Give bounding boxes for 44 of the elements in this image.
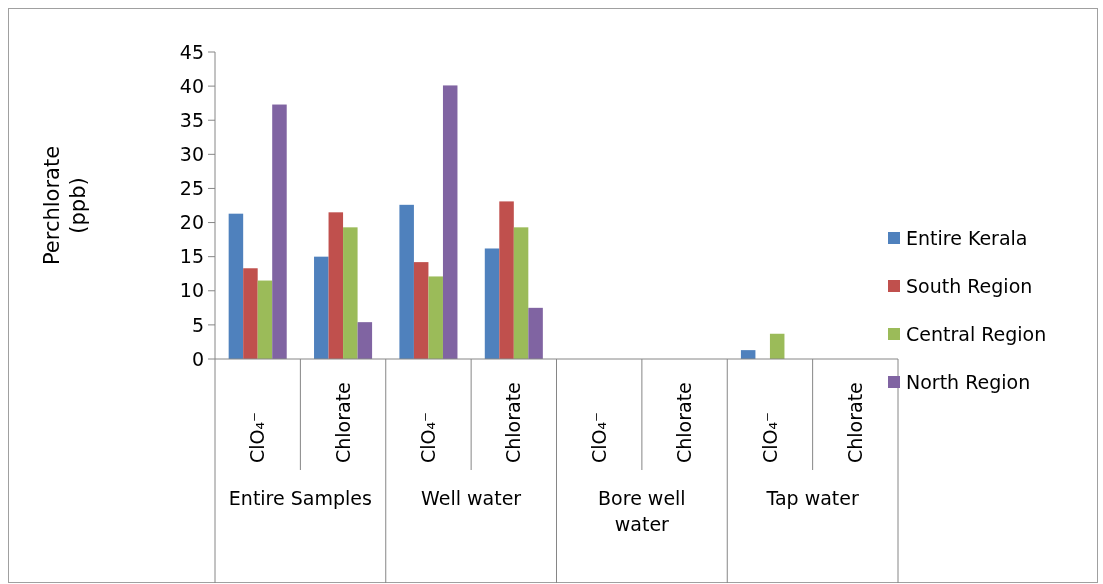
bar — [428, 276, 443, 359]
bar — [769, 333, 785, 359]
bar — [357, 322, 373, 359]
y-tick-label: 20 — [179, 211, 204, 234]
y-tick-label: 0 — [191, 347, 204, 370]
bar — [413, 262, 429, 359]
legend-label: Central Region — [906, 322, 1047, 345]
text: Entire Samples — [228, 487, 372, 510]
bar — [228, 213, 244, 359]
legend-label: North Region — [906, 370, 1031, 393]
bar — [499, 201, 514, 359]
bar — [484, 248, 500, 359]
y-tick-label: 15 — [179, 245, 204, 268]
text: Well water — [421, 487, 522, 510]
y-tick-label: 35 — [179, 108, 204, 131]
x-tick-label: Chlorate — [502, 382, 525, 463]
y-tick-label: 45 — [179, 40, 204, 63]
bar — [272, 104, 287, 359]
bar — [442, 85, 458, 359]
x-tick-label: Chlorate — [673, 382, 696, 463]
bar — [513, 227, 529, 359]
y-axis-title: Perchlorate (ppb) — [39, 145, 91, 266]
x-tick-label: Chlorate — [331, 382, 354, 463]
bar — [328, 212, 344, 359]
bar — [314, 256, 329, 359]
x-tick-label: ClO₄⁻ — [246, 411, 269, 463]
text: Tap water — [765, 487, 859, 510]
legend-label: Entire Kerala — [906, 226, 1028, 249]
bar — [399, 204, 414, 359]
y-tick-label: 25 — [179, 177, 204, 200]
x-tick-label: ClO₄⁻ — [758, 411, 781, 463]
bar — [257, 280, 273, 359]
bar — [528, 307, 543, 359]
bar — [343, 227, 358, 359]
y-tick-label: 5 — [191, 313, 204, 336]
x-tick-label: ClO₄⁻ — [587, 411, 610, 463]
y-tick-label: 10 — [179, 279, 204, 302]
y-tick-label: 40 — [179, 74, 204, 97]
x-tick-label: ClO₄⁻ — [417, 411, 440, 463]
legend-label: South Region — [906, 274, 1033, 297]
y-tick-label: 30 — [179, 142, 204, 165]
x-tick-label: Chlorate — [843, 382, 866, 463]
text: Bore well water — [598, 487, 686, 535]
bar — [243, 268, 258, 359]
